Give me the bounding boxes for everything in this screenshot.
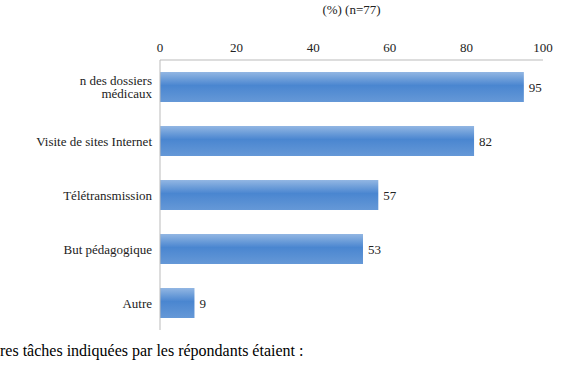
svg-text:95: 95 [529, 80, 542, 95]
svg-text:n des dossiersmédicaux: n des dossiersmédicaux [80, 73, 153, 101]
html-text:(%) (n=77): (%) (n=77) [322, 2, 381, 17]
svg-text:80: 80 [460, 40, 473, 55]
svg-text:But pédagogique: But pédagogique [64, 242, 153, 257]
svg-text:20: 20 [230, 40, 243, 55]
svg-text:9: 9 [199, 296, 206, 311]
svg-text:0: 0 [157, 40, 164, 55]
svg-text:82: 82 [479, 134, 492, 149]
svg-text:57: 57 [383, 188, 397, 203]
svg-text:100: 100 [533, 40, 553, 55]
svg-text:40: 40 [307, 40, 320, 55]
svg-text:Autre: Autre [122, 296, 152, 311]
svg-text:Visite de sites Internet: Visite de sites Internet [36, 134, 152, 149]
svg-text:Télétransmission: Télétransmission [63, 188, 152, 203]
svg-text:60: 60 [383, 40, 396, 55]
svg-text:53: 53 [368, 242, 381, 257]
html-text:res tâches indiquées par les r: res tâches indiquées par les répondants … [0, 342, 304, 359]
